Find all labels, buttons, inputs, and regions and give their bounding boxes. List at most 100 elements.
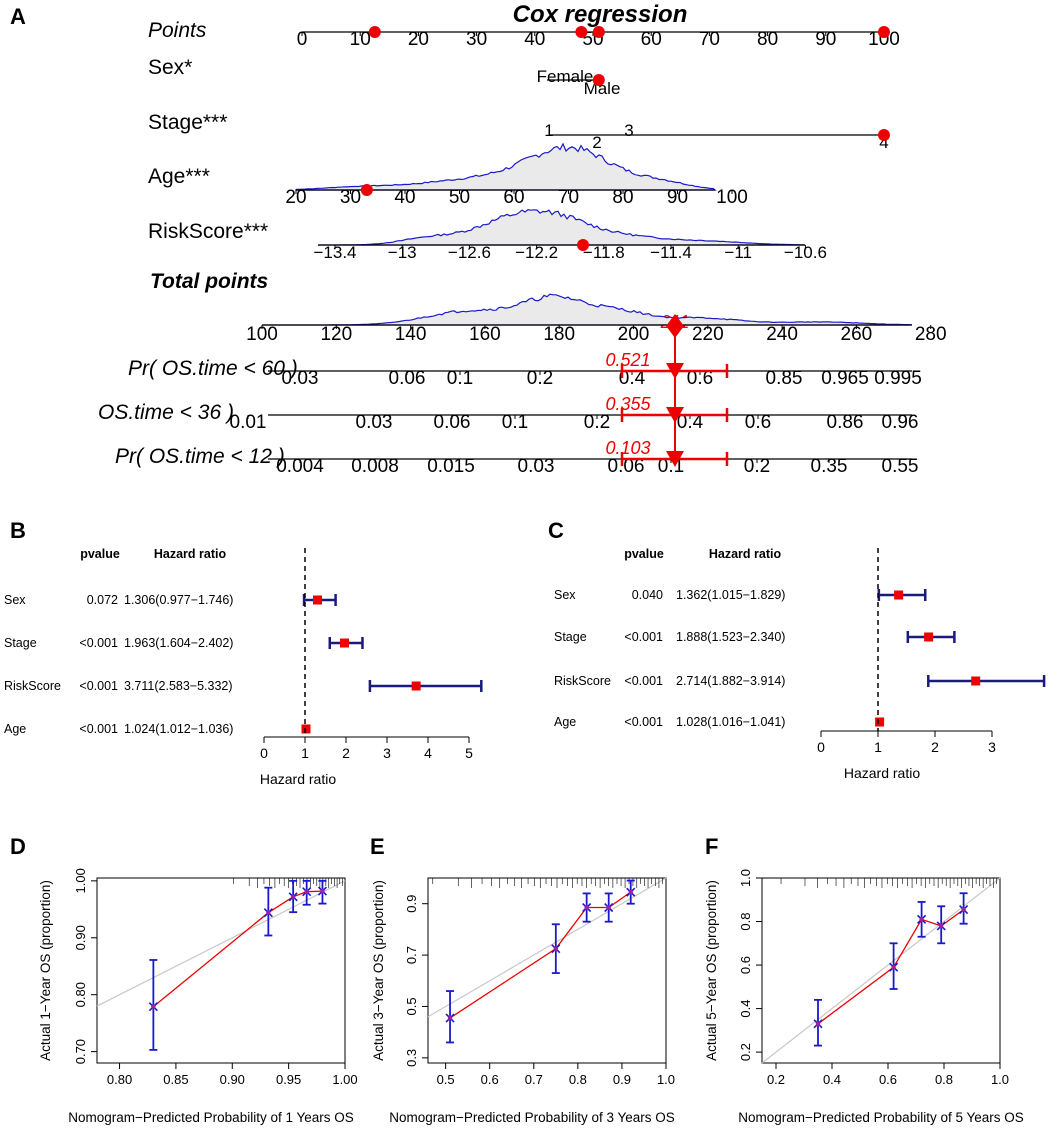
calibration-point-center xyxy=(320,888,325,894)
calibration-x-tick-label: 1.0 xyxy=(657,1072,675,1087)
riskscore-density xyxy=(318,208,806,246)
total-axis-tick-label: 220 xyxy=(692,324,724,345)
forest-point xyxy=(301,724,311,734)
calibration-point-center xyxy=(815,1021,821,1027)
points-marker xyxy=(878,26,890,38)
forest-x-tick-label: 1 xyxy=(301,745,309,761)
pred60-label: Pr( OS.time < 60 ) xyxy=(128,357,298,380)
points-row-label: Points xyxy=(148,19,207,42)
total-axis-tick-label: 240 xyxy=(766,324,798,345)
forest-col-pvalue: pvalue xyxy=(80,547,120,561)
riskscore-axis-tick-label: −11 xyxy=(724,243,752,262)
points-axis-tick-label: 30 xyxy=(466,29,487,50)
calibration-observed-line xyxy=(449,891,632,1019)
sex-marker xyxy=(592,74,605,86)
forest-x-tick-label: 5 xyxy=(465,745,473,761)
calibration-y-tick-label: 0.8 xyxy=(738,912,753,930)
total-axis-tick-label: 160 xyxy=(469,324,501,345)
calibration-observed-line xyxy=(152,890,323,1008)
sex-female-label: Female xyxy=(537,67,594,86)
prediction-axis-tick-label: 0.03 xyxy=(518,456,555,477)
forest-row-pvalue: <0.001 xyxy=(624,674,663,688)
prediction-axis-tick-label: 0.01 xyxy=(230,412,267,433)
age-axis-tick-label: 60 xyxy=(503,187,524,208)
prediction-axis-tick-label: 0.35 xyxy=(811,456,848,477)
points-axis-tick-label: 80 xyxy=(757,29,778,50)
age-axis-tick-label: 40 xyxy=(394,187,415,208)
calibration-x-tick-label: 0.9 xyxy=(613,1072,631,1087)
calibration-point-center xyxy=(606,905,611,910)
forest-row-name: Stage xyxy=(554,630,587,644)
forest-point xyxy=(313,595,323,605)
calibration-x-tick-label: 0.4 xyxy=(823,1072,841,1087)
points-axis-tick-label: 20 xyxy=(408,29,429,50)
riskscore-marker xyxy=(577,239,589,251)
calibration-point-center xyxy=(266,910,271,915)
total-points-label: Total points xyxy=(150,270,268,293)
calibration-y-tick-label: 0.9 xyxy=(404,895,419,913)
stage-level-4: 4 xyxy=(879,133,888,152)
forest-row-hr: 2.714(1.882−3.914) xyxy=(676,674,785,688)
calibration-point-center xyxy=(628,889,633,895)
panel-label-e: E xyxy=(370,834,385,859)
calibration-x-tick-label: 0.6 xyxy=(879,1072,897,1087)
panel-label-b: B xyxy=(10,518,26,543)
calibration-y-tick-label: 0.70 xyxy=(73,1039,88,1064)
prediction-axis-tick-label: 0.1 xyxy=(447,368,473,389)
calibration-y-tick-label: 0.3 xyxy=(404,1049,419,1067)
prediction-axis-tick-label: 0.6 xyxy=(687,368,713,389)
prediction-axis-tick-label: 0.965 xyxy=(821,368,869,389)
prediction-axis-tick-label: 0.2 xyxy=(527,368,553,389)
points-axis-tick-label: 0 xyxy=(297,29,308,50)
calibration-point-center xyxy=(891,965,896,970)
calibration-x-tick-label: 1.0 xyxy=(991,1072,1009,1087)
calibration-point-center xyxy=(584,905,589,910)
calibration-ideal-line xyxy=(96,880,346,1007)
calibration-x-label: Nomogram−Predicted Probability of 5 Year… xyxy=(738,1110,1024,1125)
forest-col-pvalue: pvalue xyxy=(624,547,664,561)
calibration-point-center xyxy=(919,917,924,922)
forest-point xyxy=(894,590,904,600)
pred36-label: OS.time < 36 ) xyxy=(98,401,234,424)
calibration-x-label: Nomogram−Predicted Probability of 3 Year… xyxy=(389,1110,675,1125)
stage-level-1: 1 xyxy=(544,121,553,140)
forest-row-name: Age xyxy=(4,722,26,736)
forest-row-name: Age xyxy=(554,715,576,729)
prediction-axis-tick-label: 0.2 xyxy=(744,456,770,477)
riskscore-axis-tick-label: −11.8 xyxy=(583,243,625,262)
prediction-axis-tick-label: 0.4 xyxy=(677,412,704,433)
pred36-value: 0.355 xyxy=(605,394,651,414)
calibration-point-center xyxy=(290,894,296,899)
forest-x-tick-label: 0 xyxy=(260,745,268,761)
forest-row-name: Sex xyxy=(4,593,26,607)
riskscore-axis-tick-label: −13 xyxy=(388,243,417,262)
calibration-y-tick-label: 1.00 xyxy=(73,868,88,893)
prediction-axis-tick-label: 0.55 xyxy=(882,456,919,477)
calibration-frame xyxy=(761,877,1001,1064)
riskscore-axis-tick-label: −11.4 xyxy=(650,243,692,262)
forest-x-label: Hazard ratio xyxy=(844,765,920,781)
panel-label-d: D xyxy=(10,834,26,859)
calibration-point-center xyxy=(939,923,944,929)
prediction-axis-tick-label: 0.85 xyxy=(766,368,803,389)
pred12-label: Pr( OS.time < 12 ) xyxy=(115,445,285,468)
calibration-y-tick-label: 0.80 xyxy=(73,982,88,1007)
panel-label-f: F xyxy=(705,834,718,859)
prediction-axis-tick-label: 0.1 xyxy=(502,412,528,433)
prediction-axis-tick-label: 0.008 xyxy=(351,456,399,477)
total-axis-tick-label: 260 xyxy=(841,324,873,345)
age-axis-tick-label: 90 xyxy=(667,187,688,208)
prediction-axis-tick-label: 0.06 xyxy=(389,368,426,389)
calibration-frame xyxy=(427,877,667,1064)
forest-x-tick-label: 2 xyxy=(342,745,350,761)
total-density xyxy=(262,293,913,326)
stage-marker xyxy=(878,129,890,141)
stage-row-label: Stage*** xyxy=(148,111,227,134)
forest-point xyxy=(875,717,885,727)
forest-row-pvalue: 0.040 xyxy=(632,588,663,602)
forest-row-hr: 1.963(1.604−2.402) xyxy=(124,636,233,650)
panel-label-c: C xyxy=(548,518,564,543)
forest-row-hr: 1.362(1.015−1.829) xyxy=(676,588,785,602)
calibration-x-tick-label: 0.8 xyxy=(935,1072,953,1087)
calibration-point-center xyxy=(151,1004,156,1009)
